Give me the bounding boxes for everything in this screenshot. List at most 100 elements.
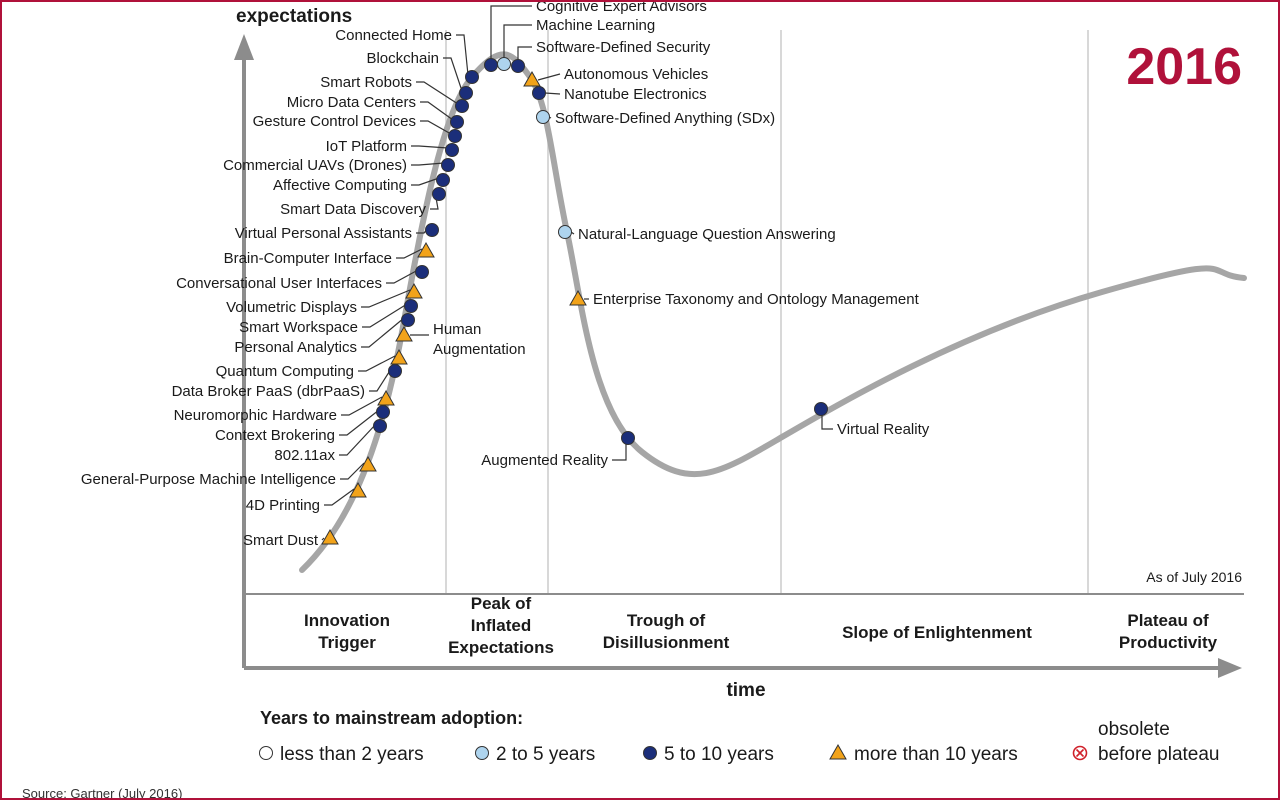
tech-commercial-uavs-drones: Commercial UAVs (Drones)	[223, 157, 455, 174]
tech-label: Smart Workspace	[239, 319, 358, 336]
tech-marker	[359, 455, 377, 472]
tech-label: Software-Defined Anything (SDx)	[555, 110, 775, 127]
phase-label: Plateau of Productivity	[1119, 611, 1218, 652]
tech-marker	[448, 129, 462, 143]
tech-marker	[455, 99, 469, 113]
tech-label: Natural-Language Question Answering	[578, 226, 836, 243]
legend-title: Years to mainstream adoption:	[260, 708, 523, 728]
legend-label: less than 2 years	[280, 744, 424, 765]
legend-marker	[643, 746, 657, 760]
tech-software-defined-anything-sdx: Software-Defined Anything (SDx)	[536, 110, 775, 127]
tech-marker	[405, 282, 423, 299]
tech-conversational-user-interfaces: Conversational User Interfaces	[176, 265, 429, 292]
tech-label: Smart Robots	[320, 74, 412, 91]
tech-smart-dust: Smart Dust	[243, 528, 339, 549]
tech-marker	[511, 59, 525, 73]
tech-machine-learning: Machine Learning	[497, 17, 655, 71]
tech-label: Neuromorphic Hardware	[174, 407, 337, 424]
tech-label: Smart Dust	[243, 532, 319, 549]
tech-label: Cognitive Expert Advisors	[536, 2, 707, 15]
technology-points: Cognitive Expert Advisors Machine Learnin…	[81, 2, 930, 549]
tech-marker	[558, 225, 572, 239]
tech-label: 802.11ax	[274, 447, 335, 464]
tech-label: Context Brokering	[215, 427, 335, 444]
tech-brain-computer-interface: Brain-Computer Interface	[224, 241, 435, 267]
tech-smart-workspace: Smart Workspace	[239, 299, 418, 336]
tech-augmented-reality: Augmented Reality	[481, 431, 635, 469]
legend-marker	[829, 743, 847, 760]
tech-virtual-reality: Virtual Reality	[814, 402, 930, 438]
tech-marker	[436, 173, 450, 187]
legend-marker	[1072, 745, 1088, 761]
tech-label: Volumetric Displays	[226, 299, 357, 316]
legend-item-2-to-5-years: 2 to 5 years	[475, 744, 595, 765]
phase-label: Trough of Disillusionment	[603, 611, 730, 652]
tech-marker	[415, 265, 429, 279]
tech-label: Quantum Computing	[216, 363, 354, 380]
tech-general-purpose-machine-intelligence: General-Purpose Machine Intelligence	[81, 455, 377, 488]
tech-marker	[404, 299, 418, 313]
source-note: Source: Gartner (July 2016)	[22, 786, 182, 798]
tech-enterprise-taxonomy-and-ontology-management: Enterprise Taxonomy and Ontology Managem…	[569, 289, 920, 308]
tech-connected-home: Connected Home	[335, 27, 479, 84]
tech-label: 4D Printing	[246, 497, 320, 514]
tech-marker	[441, 158, 455, 172]
tech-4d-printing: 4D Printing	[246, 481, 367, 514]
legend-label: more than 10 years	[854, 744, 1018, 765]
tech-marker	[484, 58, 498, 72]
tech-label: Human Augmentation	[433, 321, 526, 358]
tech-marker	[621, 431, 635, 445]
y-axis-label: expectations	[236, 6, 352, 27]
tech-marker	[569, 289, 587, 306]
tech-marker	[432, 187, 446, 201]
x-axis	[244, 658, 1242, 678]
tech-marker	[497, 57, 511, 71]
tech-nanotube-electronics: Nanotube Electronics	[532, 86, 707, 103]
tech-label: Machine Learning	[536, 17, 655, 34]
tech-label: Connected Home	[335, 27, 452, 44]
tech-micro-data-centers: Micro Data Centers	[287, 94, 464, 129]
tech-marker	[450, 115, 464, 129]
tech-autonomous-vehicles: Autonomous Vehicles	[523, 66, 708, 87]
tech-label: Virtual Reality	[837, 421, 930, 438]
tech-label: Micro Data Centers	[287, 94, 416, 111]
tech-marker	[390, 348, 408, 365]
tech-context-brokering: Context Brokering	[215, 405, 390, 444]
tech-label: Affective Computing	[273, 177, 407, 194]
y-axis	[234, 34, 254, 668]
tech-volumetric-displays: Volumetric Displays	[226, 282, 423, 316]
legend-marker	[475, 746, 489, 760]
tech-software-defined-security: Software-Defined Security	[511, 39, 711, 73]
tech-marker	[532, 86, 546, 100]
tech-human-augmentation: Human Augmentation	[395, 321, 526, 358]
tech-marker	[349, 481, 367, 498]
tech-marker	[523, 70, 541, 87]
tech-label: Virtual Personal Assistants	[235, 225, 412, 242]
tech-marker	[425, 223, 439, 237]
tech-marker	[377, 389, 395, 406]
legend-marker	[259, 746, 273, 760]
legend-item-obsolete: obsolete before plateau	[1072, 719, 1220, 765]
phase-label: Slope of Enlightenment	[842, 623, 1032, 642]
tech-marker	[401, 313, 415, 327]
legend-label: 2 to 5 years	[496, 744, 595, 765]
tech-marker	[445, 143, 459, 157]
tech-label: IoT Platform	[326, 138, 407, 155]
phase-label: Innovation Trigger	[304, 611, 390, 652]
year-title: 2016	[1126, 38, 1242, 96]
tech-label: Data Broker PaaS (dbrPaaS)	[172, 383, 365, 400]
tech-label: Gesture Control Devices	[253, 113, 416, 130]
legend-label: before plateau	[1098, 744, 1220, 765]
tech-natural-language-question-answering: Natural-Language Question Answering	[558, 225, 836, 243]
tech-data-broker-paas-dbrpaas: Data Broker PaaS (dbrPaaS)	[172, 364, 402, 400]
tech-virtual-personal-assistants: Virtual Personal Assistants	[235, 223, 439, 242]
tech-label: General-Purpose Machine Intelligence	[81, 471, 336, 488]
tech-marker	[373, 419, 387, 433]
legend-item-5-to-10-years: 5 to 10 years	[643, 744, 774, 765]
tech-label: Smart Data Discovery	[280, 201, 426, 218]
tech-iot-platform: IoT Platform	[326, 138, 459, 157]
as-of-date: As of July 2016	[1146, 569, 1242, 585]
tech-marker	[465, 70, 479, 84]
